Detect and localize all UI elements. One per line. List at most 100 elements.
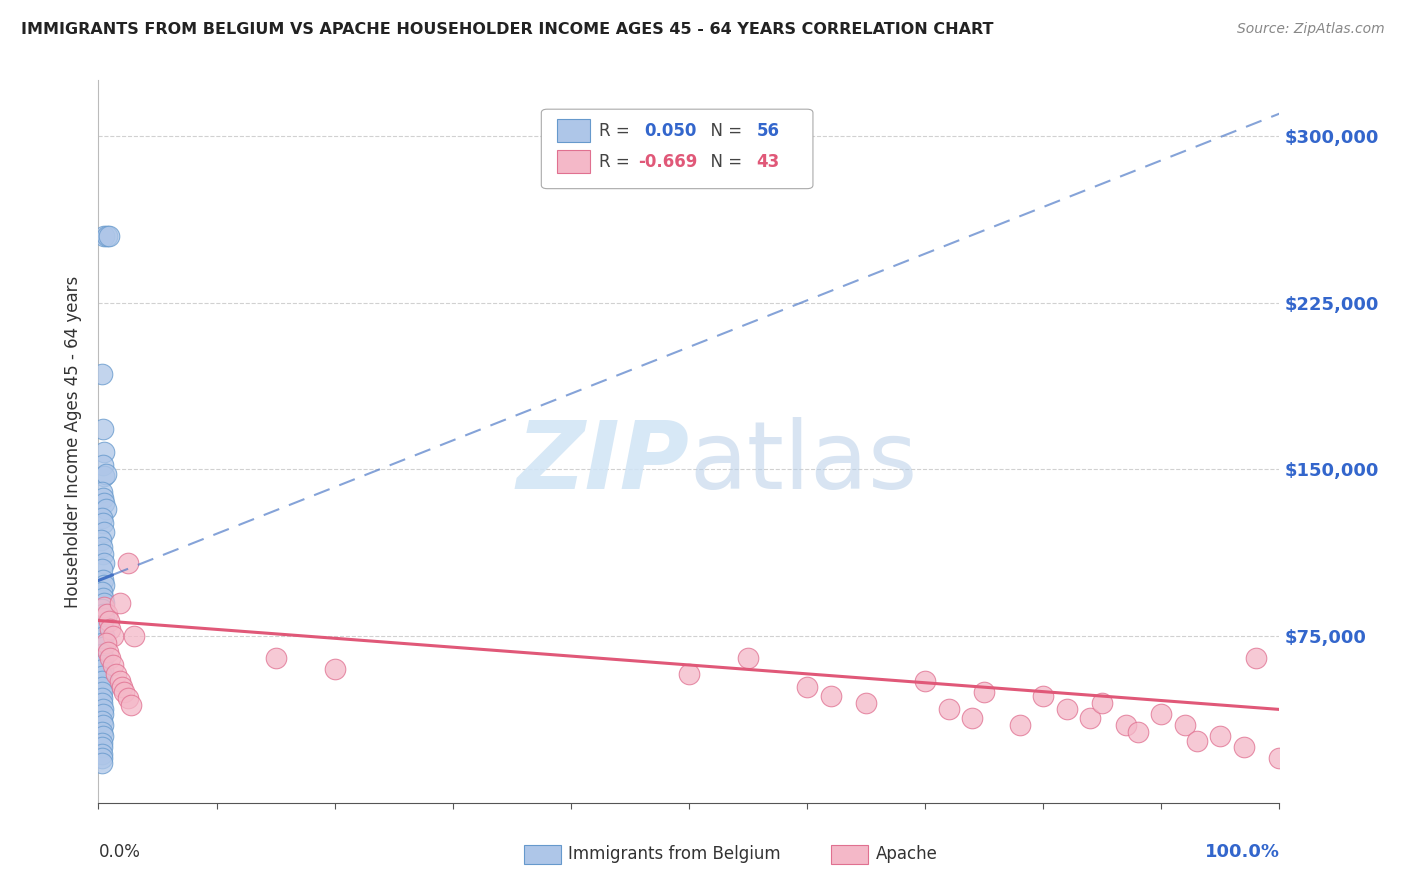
Point: [1126, 724, 1149, 739]
Point: [1244, 651, 1267, 665]
Text: 56: 56: [756, 122, 779, 140]
Text: 0.0%: 0.0%: [98, 843, 141, 861]
Point: [91, 662, 114, 676]
Point: [91, 367, 114, 381]
Point: [93, 611, 115, 625]
Point: [678, 666, 700, 681]
Text: atlas: atlas: [689, 417, 917, 509]
Point: [108, 673, 131, 688]
Point: [737, 651, 759, 665]
Point: [93, 629, 115, 643]
Point: [91, 511, 114, 525]
Point: [91, 547, 114, 561]
Point: [91, 562, 114, 576]
Point: [93, 444, 115, 458]
Point: [117, 556, 139, 570]
Point: [121, 698, 143, 712]
Point: [122, 629, 145, 643]
Point: [91, 618, 114, 632]
FancyBboxPatch shape: [831, 846, 869, 864]
Point: [1032, 689, 1054, 703]
FancyBboxPatch shape: [557, 151, 589, 173]
Point: [914, 673, 936, 688]
Point: [1233, 740, 1256, 755]
Point: [820, 689, 842, 703]
Point: [1209, 729, 1232, 743]
Point: [94, 467, 117, 481]
Point: [117, 691, 139, 706]
Point: [98, 614, 121, 628]
Point: [93, 600, 115, 615]
Point: [93, 228, 115, 243]
Point: [855, 696, 877, 710]
Text: Source: ZipAtlas.com: Source: ZipAtlas.com: [1237, 22, 1385, 37]
Text: ZIP: ZIP: [516, 417, 689, 509]
Point: [1008, 718, 1031, 732]
Point: [91, 724, 114, 739]
Point: [91, 647, 114, 661]
Point: [91, 574, 114, 588]
Point: [94, 636, 117, 650]
Point: [91, 540, 114, 554]
Point: [93, 496, 115, 510]
FancyBboxPatch shape: [557, 120, 589, 143]
Point: [973, 684, 995, 698]
Point: [1091, 696, 1114, 710]
Point: [98, 228, 121, 243]
FancyBboxPatch shape: [523, 846, 561, 864]
Point: [1150, 706, 1173, 721]
Text: -0.669: -0.669: [638, 153, 697, 171]
Point: [323, 662, 346, 676]
Point: [938, 702, 960, 716]
FancyBboxPatch shape: [541, 109, 813, 189]
Point: [91, 736, 114, 750]
Point: [91, 714, 114, 728]
Point: [91, 680, 114, 694]
Point: [101, 657, 124, 672]
Point: [91, 584, 114, 599]
Text: Immigrants from Belgium: Immigrants from Belgium: [568, 845, 782, 863]
Point: [93, 596, 115, 610]
Point: [112, 684, 135, 698]
Y-axis label: Householder Income Ages 45 - 64 years: Householder Income Ages 45 - 64 years: [65, 276, 83, 607]
Point: [91, 751, 114, 765]
Text: 43: 43: [756, 153, 779, 171]
Point: [91, 591, 114, 606]
Point: [105, 666, 128, 681]
Point: [1174, 718, 1197, 732]
Point: [796, 680, 818, 694]
Point: [91, 684, 114, 698]
Point: [91, 740, 114, 755]
Point: [90, 533, 112, 548]
Point: [91, 669, 114, 683]
Point: [98, 623, 121, 637]
Point: [91, 422, 114, 436]
Point: [91, 636, 114, 650]
Point: [91, 623, 114, 637]
Point: [96, 228, 118, 243]
Point: [91, 756, 114, 770]
Point: [91, 602, 114, 616]
Text: IMMIGRANTS FROM BELGIUM VS APACHE HOUSEHOLDER INCOME AGES 45 - 64 YEARS CORRELAT: IMMIGRANTS FROM BELGIUM VS APACHE HOUSEH…: [21, 22, 994, 37]
Text: 100.0%: 100.0%: [1205, 843, 1279, 861]
Point: [94, 502, 117, 516]
Point: [91, 673, 114, 688]
Point: [91, 651, 114, 665]
Point: [96, 607, 118, 621]
Point: [91, 607, 114, 621]
Point: [91, 657, 114, 672]
Point: [1115, 718, 1137, 732]
Point: [91, 729, 114, 743]
Point: [98, 651, 121, 665]
Text: N =: N =: [700, 153, 747, 171]
Text: R =: R =: [599, 153, 636, 171]
Point: [93, 469, 115, 483]
Point: [91, 516, 114, 530]
Point: [91, 458, 114, 472]
Point: [93, 524, 115, 539]
Point: [93, 556, 115, 570]
Point: [91, 702, 114, 716]
Point: [91, 691, 114, 706]
Point: [1185, 733, 1208, 747]
Point: [1268, 751, 1291, 765]
